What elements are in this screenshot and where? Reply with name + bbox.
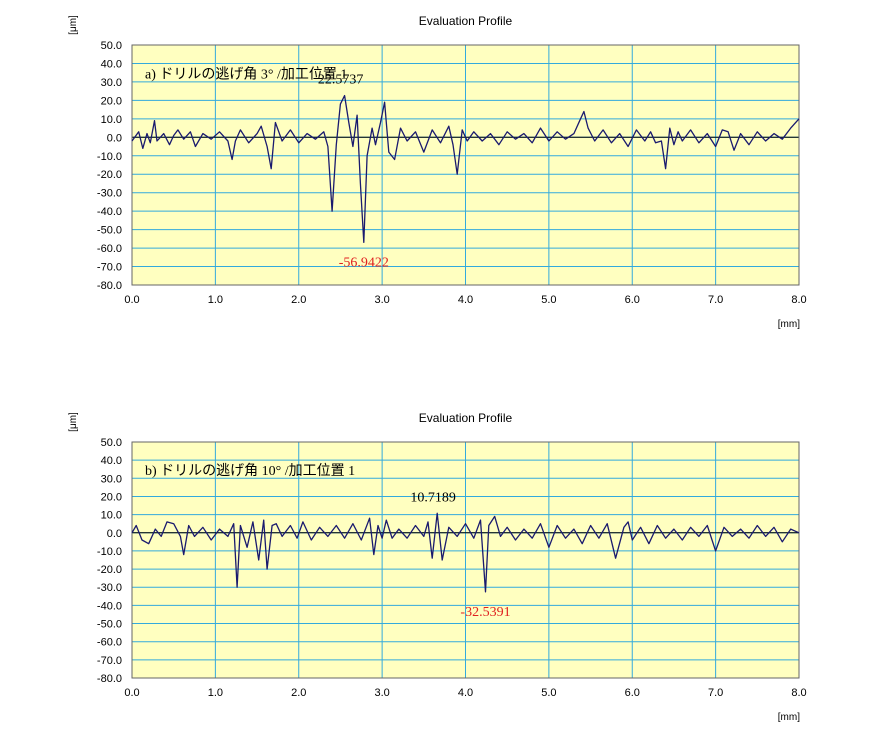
x-tick-label: 3.0 [374,294,389,306]
profile-annotation: b) ドリルの逃げ角 10° /加工位置 1 [145,463,355,479]
x-tick-label: 5.0 [541,687,556,699]
y-tick-label: 10.0 [101,510,122,522]
y-axis-unit: [μm] [68,15,79,35]
min-value-label: -32.5391 [460,605,510,620]
chart-title: Evaluation Profile [419,14,513,28]
x-tick-label: 8.0 [791,294,806,306]
x-tick-label: 3.0 [374,687,389,699]
y-tick-label: 40.0 [101,58,122,70]
x-tick-label: 0.0 [124,294,139,306]
x-axis-unit: [mm] [778,712,800,723]
y-tick-label: -30.0 [97,582,122,594]
x-tick-label: 4.0 [458,687,473,699]
y-tick-label: -40.0 [97,600,122,612]
series-line-0 [131,512,800,593]
chart-title: Evaluation Profile [419,411,513,425]
x-tick-label: 1.0 [208,294,223,306]
x-tick-label: 0.0 [124,687,139,699]
y-tick-label: 50.0 [101,40,122,52]
y-tick-label: -80.0 [97,280,122,292]
max-value-label: 10.7189 [410,490,456,505]
x-tick-label: 1.0 [208,687,223,699]
x-tick-label: 2.0 [291,294,306,306]
y-tick-label: -50.0 [97,619,122,631]
plot-frame [131,44,800,286]
y-tick-label: -70.0 [97,262,122,274]
x-axis-unit: [mm] [778,319,800,330]
y-tick-label: 20.0 [101,95,122,107]
y-tick-label: -10.0 [97,151,122,163]
y-tick-label: 50.0 [101,437,122,449]
y-tick-label: 30.0 [101,77,122,89]
min-value-label: -56.9422 [339,255,389,270]
y-tick-label: -60.0 [97,637,122,649]
y-tick-label: -30.0 [97,188,122,200]
x-tick-label: 6.0 [625,294,640,306]
plot-frame [131,441,800,679]
x-tick-label: 2.0 [291,687,306,699]
y-tick-label: -80.0 [97,673,122,685]
y-tick-label: -20.0 [97,169,122,181]
y-tick-label: 10.0 [101,114,122,126]
x-tick-label: 7.0 [708,687,723,699]
y-tick-label: 40.0 [101,455,122,467]
y-tick-label: 30.0 [101,473,122,485]
y-tick-label: 0.0 [107,132,122,144]
x-tick-label: 4.0 [458,294,473,306]
y-tick-label: 0.0 [107,528,122,540]
y-tick-label: -50.0 [97,225,122,237]
y-tick-label: -70.0 [97,655,122,667]
y-axis-unit: [μm] [68,412,79,432]
x-tick-label: 7.0 [708,294,723,306]
series-line-0 [131,94,800,244]
x-tick-label: 6.0 [625,687,640,699]
y-tick-label: -40.0 [97,206,122,218]
y-tick-label: -10.0 [97,546,122,558]
y-tick-label: 20.0 [101,491,122,503]
max-value-label: 22.5737 [318,73,364,88]
y-tick-label: -60.0 [97,243,122,255]
x-tick-label: 8.0 [791,687,806,699]
x-tick-label: 5.0 [541,294,556,306]
profile-annotation: a) ドリルの逃げ角 3° /加工位置 1 [145,67,347,83]
y-tick-label: -20.0 [97,564,122,576]
